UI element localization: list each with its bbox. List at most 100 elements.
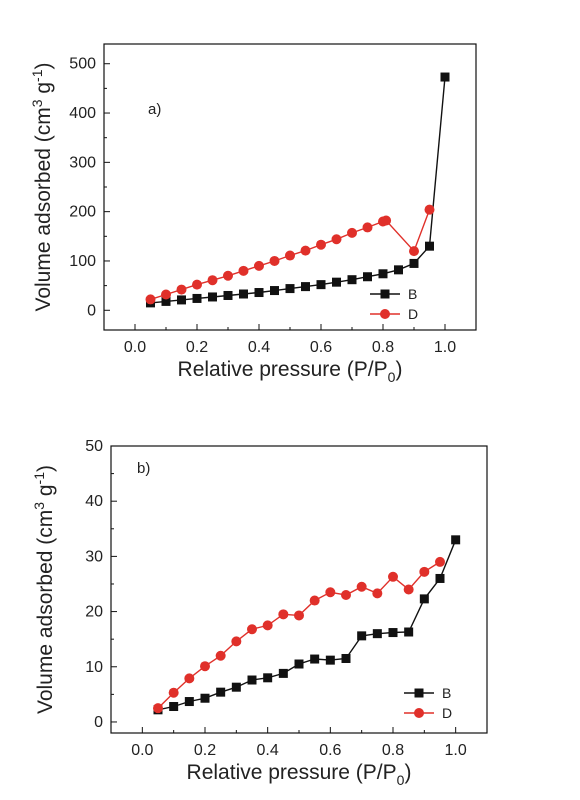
y-axis-title: Volume adsorbed (cm3 g-1) [31, 465, 57, 714]
data-point [378, 269, 388, 279]
legend: BD [370, 286, 418, 322]
data-point [440, 72, 450, 82]
y-tick-label: 400 [69, 105, 96, 122]
data-point [301, 282, 310, 292]
series-line [157, 539, 457, 711]
data-point [270, 286, 279, 296]
data-point [285, 250, 295, 261]
data-point [192, 293, 202, 303]
data-point [176, 284, 187, 295]
y-tick-label: 0 [94, 714, 103, 731]
x-tick-label: 0.8 [372, 339, 394, 356]
y-tick-label: 300 [69, 154, 96, 171]
data-point [331, 234, 342, 245]
data-point [316, 239, 326, 250]
data-point [388, 628, 398, 638]
data-point [192, 279, 202, 290]
data-point [341, 653, 351, 663]
data-point [404, 627, 414, 637]
y-tick-label: 200 [69, 204, 96, 221]
y-tick-label: 20 [85, 604, 103, 621]
legend-label: D [442, 705, 452, 721]
data-point [207, 275, 218, 286]
x-tick-label: 0.6 [319, 742, 341, 759]
x-tick-label: 1.0 [445, 742, 467, 759]
chart-panel-b: 0.0 0.2 0.4 0.6 0.8 1.0 0 10 20 30 40 50 Relative pr… [31, 438, 488, 788]
data-point [294, 610, 304, 621]
data-point [145, 294, 156, 305]
data-point [325, 655, 335, 665]
data-point [231, 636, 242, 647]
data-point [262, 620, 273, 631]
y-tick-label: 100 [69, 253, 96, 270]
data-point [419, 594, 429, 604]
y-tick-label: 500 [69, 56, 96, 73]
data-point [394, 265, 403, 275]
data-point [372, 629, 382, 639]
data-point [300, 245, 311, 256]
series-B [146, 72, 450, 308]
data-point [223, 270, 233, 281]
series-line [157, 561, 441, 709]
data-point [309, 595, 320, 606]
data-point [381, 215, 392, 226]
data-point [285, 284, 295, 294]
plot-frame [110, 445, 488, 734]
data-point [208, 292, 217, 302]
legend-label: B [442, 685, 451, 701]
x-tick-label: 0.0 [124, 339, 146, 356]
y-tick-label: 10 [85, 659, 103, 676]
data-point [231, 682, 241, 692]
x-tick-label: 1.0 [434, 339, 456, 356]
y-tick-label: 50 [85, 438, 103, 455]
data-point [310, 654, 320, 664]
data-point [356, 581, 367, 592]
data-point [247, 624, 257, 635]
panel-label: a) [148, 101, 161, 118]
y-axis-title: Volume adsorbed (cm3 g-1) [29, 62, 55, 311]
data-point [419, 566, 430, 577]
legend-label: D [408, 306, 418, 322]
series-B [153, 535, 461, 715]
data-point [238, 265, 249, 276]
data-point [161, 289, 171, 300]
y-tick-label: 0 [87, 302, 96, 319]
data-point [184, 697, 194, 707]
x-tick-label: 0.6 [310, 339, 332, 356]
data-point [294, 659, 304, 669]
data-point [372, 588, 383, 599]
series-D [145, 204, 435, 305]
data-point [435, 573, 445, 583]
data-point [153, 703, 163, 714]
data-point [363, 272, 372, 282]
data-point [223, 290, 233, 300]
data-point [278, 609, 289, 620]
x-tick-label: 0.8 [382, 742, 404, 759]
legend-marker [380, 309, 390, 319]
data-point [424, 204, 435, 215]
legend-marker [380, 289, 390, 299]
legend-label: B [408, 286, 417, 302]
data-point [239, 289, 248, 299]
data-point [325, 587, 336, 598]
data-point [409, 246, 419, 257]
x-tick-label: 0.2 [186, 339, 208, 356]
data-point [215, 650, 226, 661]
data-point [254, 288, 264, 298]
data-point [161, 296, 171, 306]
x-tick-label: 0.0 [131, 742, 153, 759]
data-point [254, 260, 264, 271]
legend: BD [404, 685, 452, 721]
data-point [247, 675, 257, 685]
data-point [403, 584, 414, 595]
data-point [184, 673, 195, 684]
data-point [451, 535, 461, 545]
data-point [388, 571, 398, 582]
data-point [200, 661, 210, 672]
data-point [409, 258, 419, 268]
data-point [169, 702, 179, 712]
data-point [216, 687, 226, 697]
data-point [425, 241, 434, 251]
data-point [278, 668, 288, 678]
